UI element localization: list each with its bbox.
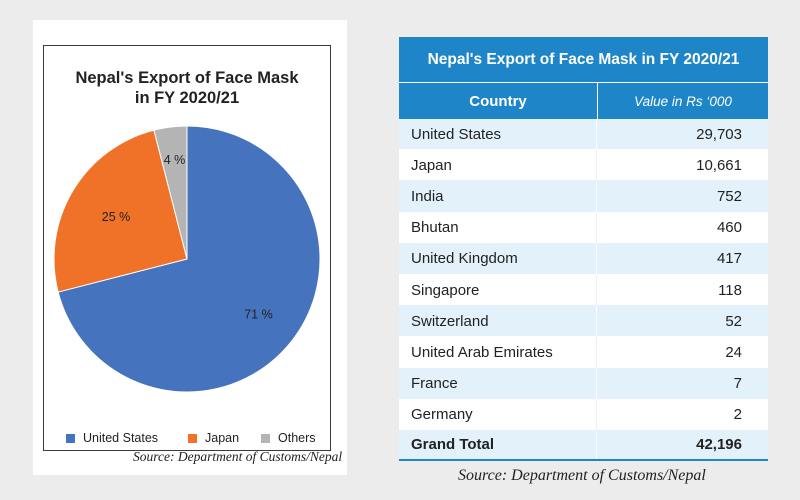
cell-value: 29,703 [696,125,742,143]
table-row: Germany 2 [399,399,768,431]
cell-value: 24 [725,343,742,361]
cell-value: 752 [716,187,742,205]
table-row: United States 29,703 [399,119,768,151]
table-source: Source: Department of Customs/Nepal [458,467,706,484]
table-row: Bhutan 460 [399,212,768,244]
cell-value: 2 [733,406,742,424]
column-header-country: Country [399,83,598,119]
export-table: Nepal's Export of Face Mask in FY 2020/2… [399,37,768,461]
cell-country: United Kingdom [399,243,597,274]
table-row-total: Grand Total 42,196 [399,430,768,461]
legend-swatch [261,433,270,443]
cell-value: 10,661 [696,156,742,174]
cell-value: 52 [725,312,742,330]
cell-country: India [399,181,597,212]
cell-country: United States [399,119,597,150]
pie-slice-japan [53,129,188,293]
pie-data-label: 4 % [164,153,186,167]
legend-swatch [188,433,197,443]
pie-chart: 71 % 25 % 4 % [53,125,321,393]
table-header: Country Value in Rs ‘000 [399,82,768,119]
cell-country: Switzerland [399,306,597,337]
table-row: United Arab Emirates 24 [399,337,768,369]
cell-country: France [399,368,597,399]
table-body: United States 29,703 Japan 10,661 India 752 Bh… [399,119,768,431]
legend-label: United States [83,431,159,445]
pie-slice-united-states [57,125,321,393]
cell-country: Germany [399,399,597,430]
legend-item: Japan [188,431,239,445]
legend-label: Others [278,431,316,445]
pie-slice-others [153,125,188,260]
legend-label: Japan [205,431,240,445]
chart-panel: Nepal's Export of Face Mask in FY 2020/2… [33,20,347,475]
cell-country: United Arab Emirates [399,337,597,368]
table-title: Nepal's Export of Face Mask in FY 2020/2… [399,37,768,82]
table-row: India 752 [399,181,768,213]
table-row: Switzerland 52 [399,306,768,338]
cell-country: Singapore [399,274,597,306]
table-row: Singapore 118 [399,274,768,307]
table-row: France 7 [399,368,768,400]
cell-value: 7 [733,375,742,393]
chart-source: Source: Department of Customs/Nepal [133,449,343,464]
cell-value: 417 [716,250,742,268]
cell-country: Bhutan [399,212,597,243]
chart-title-line-2: in FY 2020/21 [134,89,240,107]
legend-swatch [66,433,75,443]
total-value: 42,196 [696,436,742,454]
pie-chart-card: Nepal's Export of Face Mask in FY 2020/2… [43,45,331,451]
cell-value: 118 [718,281,742,299]
total-label: Grand Total [399,430,597,459]
table-row: Japan 10,661 [399,150,768,182]
cell-value: 460 [716,219,742,237]
table-row: United Kingdom 417 [399,243,768,275]
column-header-value: Value in Rs ‘000 [634,93,732,109]
cell-country: Japan [399,150,597,181]
legend-item: United States [66,431,158,445]
pie-data-label: 25 % [102,210,131,224]
legend-item: Others [261,431,316,445]
chart-title-line-1: Nepal's Export of Face Mask [75,69,299,87]
pie-data-label: 71 % [244,307,272,321]
